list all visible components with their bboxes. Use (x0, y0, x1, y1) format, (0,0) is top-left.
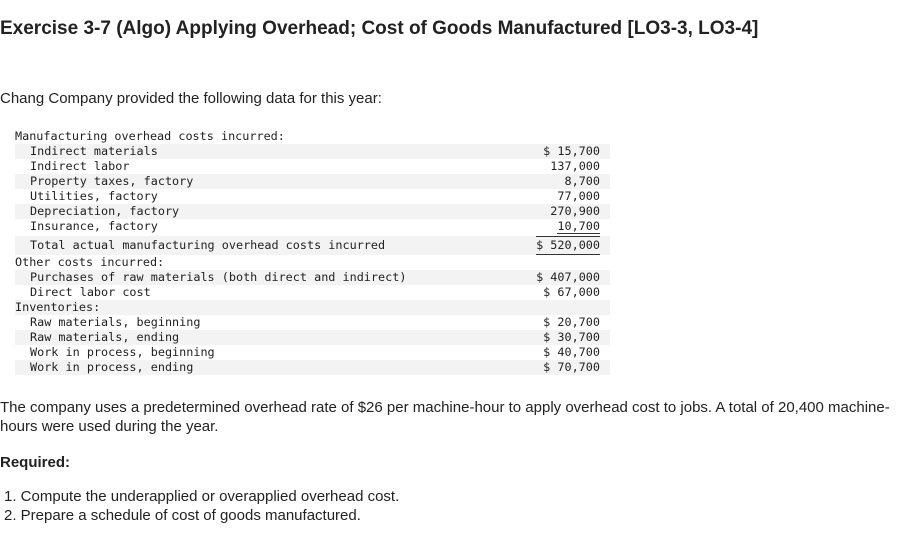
table-row: Work in process, beginning $ 40,700 (15, 345, 610, 360)
table-row: Raw materials, ending $ 30,700 (15, 330, 610, 345)
row-amount: $ 407,000 (536, 270, 600, 284)
row-amount: 77,000 (557, 189, 600, 203)
table-row: Indirect materials $ 15,700 (15, 144, 610, 159)
row-label: Raw materials, ending (30, 330, 180, 344)
row-label: Purchases of raw materials (both direct … (30, 270, 407, 284)
row-label: Indirect materials (30, 144, 158, 158)
row-amount: $ 30,700 (543, 330, 600, 344)
required-item: 1. Compute the underapplied or overappli… (4, 488, 400, 505)
row-amount: 10,700 (557, 219, 600, 234)
row-label: Utilities, factory (30, 189, 158, 203)
table-row: Purchases of raw materials (both direct … (15, 270, 610, 285)
row-amount: 137,000 (550, 159, 600, 173)
table-row: Direct labor cost $ 67,000 (15, 285, 610, 300)
total-amount: $ 520,000 (536, 236, 600, 255)
row-amount: $ 20,700 (543, 315, 600, 329)
row-amount: 270,900 (550, 204, 600, 218)
table-row: Property taxes, factory 8,700 (15, 174, 610, 189)
table-row: Work in process, ending $ 70,700 (15, 360, 610, 375)
paragraph: The company uses a predetermined overhea… (0, 399, 890, 435)
row-label: Direct labor cost (30, 285, 151, 299)
total-label: Total actual manufacturing overhead cost… (30, 238, 386, 252)
required-heading: Required: (0, 454, 71, 471)
section-heading: Other costs incurred: (15, 255, 165, 269)
row-amount: 8,700 (564, 174, 600, 188)
table-row: Inventories: (15, 300, 610, 315)
row-label: Indirect labor (30, 159, 130, 173)
row-amount: $ 40,700 (543, 345, 600, 359)
row-label: Work in process, beginning (30, 345, 215, 359)
intro: Chang Company provided the following dat… (0, 90, 382, 107)
row-amount: $ 67,000 (543, 285, 600, 299)
table-row: Indirect labor 137,000 (15, 159, 610, 174)
row-label: Depreciation, factory (30, 204, 180, 218)
table-row: Raw materials, beginning $ 20,700 (15, 315, 610, 330)
required-list: 1. Compute the underapplied or overappli… (4, 487, 399, 525)
table-row: Other costs incurred: (15, 255, 610, 270)
row-label: Insurance, factory (30, 219, 158, 233)
data-table: Manufacturing overhead costs incurred: In… (15, 129, 610, 375)
table-row: Insurance, factory 10,700 (15, 219, 610, 234)
row-amount: $ 15,700 (543, 144, 600, 158)
row-amount: $ 70,700 (543, 360, 600, 374)
section-heading: Manufacturing overhead costs incurred: (15, 129, 285, 143)
table-row: Total actual manufacturing overhead cost… (15, 236, 610, 255)
section-heading: Inventories: (15, 300, 101, 314)
row-label: Property taxes, factory (30, 174, 194, 188)
title: Exercise 3-7 (Algo) Applying Overhead; C… (0, 18, 759, 39)
row-label: Work in process, ending (30, 360, 194, 374)
table-row: Depreciation, factory 270,900 (15, 204, 610, 219)
table-row: Utilities, factory 77,000 (15, 189, 610, 204)
table-row: Manufacturing overhead costs incurred: (15, 129, 610, 144)
required-item: 2. Prepare a schedule of cost of goods m… (4, 507, 361, 524)
row-label: Raw materials, beginning (30, 315, 201, 329)
